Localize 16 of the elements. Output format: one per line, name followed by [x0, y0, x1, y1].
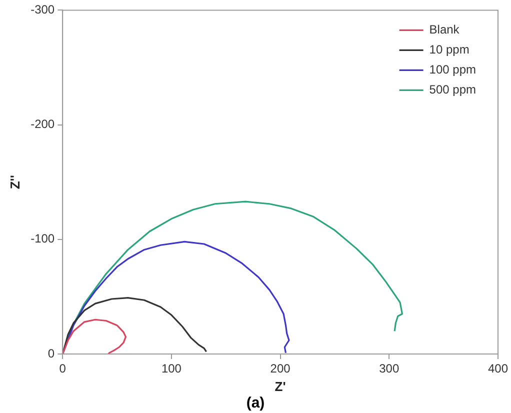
x-tick-label: 400 [488, 362, 508, 376]
text: (a) [246, 394, 265, 412]
y-tick-label: -100 [30, 232, 55, 246]
legend-label: Blank [429, 22, 460, 37]
legend-label: 10 ppm [429, 42, 470, 57]
legend-label: 100 ppm [429, 62, 476, 77]
x-tick-label: 100 [161, 362, 182, 376]
legend-label: 500 ppm [429, 82, 476, 97]
y-tick-label: 0 [48, 346, 55, 360]
x-tick-label: 0 [59, 362, 66, 376]
x-tick-label: 200 [270, 362, 291, 376]
y-tick-label: -200 [30, 117, 55, 132]
y-tick-label: -300 [30, 2, 55, 17]
y-axis-title: Z'' [7, 175, 22, 190]
x-axis-title: Z' [274, 378, 286, 394]
x-tick-label: 300 [379, 362, 400, 376]
